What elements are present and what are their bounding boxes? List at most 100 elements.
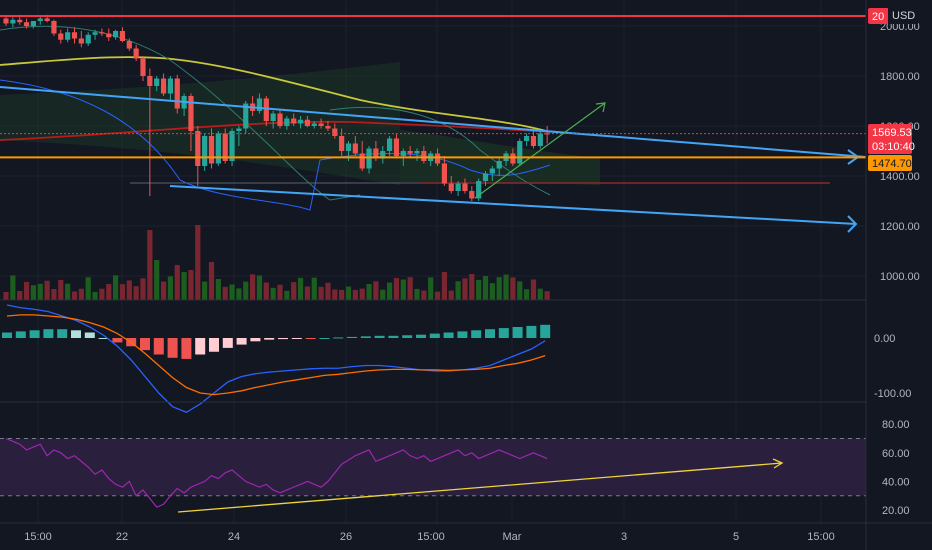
candle-body	[510, 153, 516, 164]
volume-bar	[380, 289, 386, 300]
currency-badge[interactable]	[888, 6, 918, 24]
macd-histogram-bar	[319, 338, 330, 339]
macd-histogram-bar	[540, 324, 551, 338]
volume-bar	[503, 274, 509, 300]
candle-body	[188, 96, 194, 131]
macd-histogram-bar	[278, 338, 288, 340]
volume-bar	[462, 278, 468, 300]
volume-bar	[208, 262, 215, 300]
volume-bar	[188, 270, 194, 300]
macd-histogram-bar	[388, 335, 399, 338]
macd-histogram-bar	[416, 334, 426, 338]
macd-histogram-bar	[236, 338, 247, 345]
macd-histogram-bar	[264, 338, 275, 340]
candle-body	[359, 153, 365, 169]
volume-bar	[311, 277, 317, 300]
volume-bar	[17, 290, 23, 300]
macd-histogram-bar	[112, 338, 123, 343]
macd-histogram-bar	[512, 327, 523, 338]
price-tag-level-bg	[868, 155, 912, 171]
candle-body	[393, 138, 400, 156]
macd-histogram-bar	[305, 338, 316, 339]
candle-body	[154, 78, 160, 86]
candle-body	[332, 128, 338, 136]
candle-body	[17, 19, 23, 23]
horizontal-levels[interactable]	[0, 15, 866, 159]
candle-body	[229, 131, 235, 161]
candle-body	[23, 22, 30, 26]
candle-body	[400, 151, 406, 156]
candle-body	[58, 33, 64, 40]
volume-bar	[23, 281, 30, 300]
macd-histogram-bar	[333, 337, 344, 339]
volume-bar	[222, 286, 228, 300]
volume-bar	[160, 281, 167, 300]
macd-histogram-bar	[222, 338, 233, 348]
volume-bar	[250, 274, 256, 300]
candle-body	[325, 126, 331, 129]
price-tick-label: 1400.00	[880, 171, 920, 183]
volume-bar	[530, 279, 537, 300]
keltner-line	[0, 79, 551, 211]
time-tick-label: 24	[228, 531, 240, 543]
volume-bar	[195, 225, 201, 300]
candle-body	[243, 103, 249, 129]
volume-bar	[92, 291, 98, 300]
currency-label: USD	[892, 10, 915, 22]
volume-bar	[126, 280, 132, 300]
volume-bar	[215, 278, 221, 300]
ichimoku-cloud	[0, 62, 400, 185]
candle-body	[387, 138, 393, 151]
macd-histogram-bar	[526, 325, 537, 338]
macd-tick-label: -100.00	[874, 388, 911, 400]
candle-body	[119, 31, 126, 41]
candle-body	[3, 18, 9, 24]
macd-histogram-bar	[498, 328, 509, 338]
candle-body	[51, 21, 57, 34]
macd-histogram-bar	[360, 336, 371, 338]
time-tick-label: 3	[621, 531, 627, 543]
price-tick-label: 1200.00	[880, 221, 920, 233]
moving-average-red	[0, 120, 551, 141]
time-tick-label: 15:00	[24, 531, 52, 543]
candle-body	[10, 19, 16, 24]
volume-bar	[133, 286, 139, 300]
price-tag-last: 1569.53	[872, 127, 912, 139]
volume-bar	[544, 291, 550, 300]
macd-histogram-bar	[84, 332, 95, 338]
macd-histogram-bar	[443, 332, 454, 338]
volume-bar	[58, 279, 64, 300]
rsi-tick-label: 40.00	[882, 476, 910, 488]
volume-bar	[174, 265, 180, 300]
volume-bar	[78, 288, 84, 300]
time-tick-label: 26	[340, 531, 352, 543]
volume-bar	[229, 284, 235, 300]
candle-body	[37, 18, 43, 21]
volume-bar	[441, 272, 447, 300]
macd-histogram-bar	[140, 338, 150, 351]
macd-histogram-bar	[347, 336, 357, 338]
volume-bar	[345, 286, 352, 300]
macd-histogram-bar	[250, 338, 261, 342]
volume-bar	[181, 272, 187, 300]
price-tick-label: 1000.00	[880, 271, 920, 283]
arrow-head-icon	[595, 102, 606, 113]
price-tag-last-bg	[868, 124, 912, 140]
downtrend-line-lower	[169, 185, 857, 225]
volume-bar	[387, 282, 393, 300]
candle-body	[462, 183, 468, 191]
candle-body	[482, 173, 489, 181]
time-tick-label: 15:00	[417, 531, 445, 543]
macd-histogram-bar	[485, 329, 495, 338]
rsi-tick-label: 20.00	[882, 505, 910, 517]
trend-line-drawings[interactable]	[0, 86, 867, 513]
macd-histogram-bar	[153, 338, 164, 355]
volume-bar	[119, 284, 126, 300]
macd-histogram-bar	[98, 338, 109, 339]
candle-body	[291, 118, 297, 124]
price-axis[interactable]	[866, 0, 932, 550]
volume-bar	[202, 281, 208, 300]
candle-body	[297, 119, 304, 124]
candle-body	[167, 78, 173, 94]
